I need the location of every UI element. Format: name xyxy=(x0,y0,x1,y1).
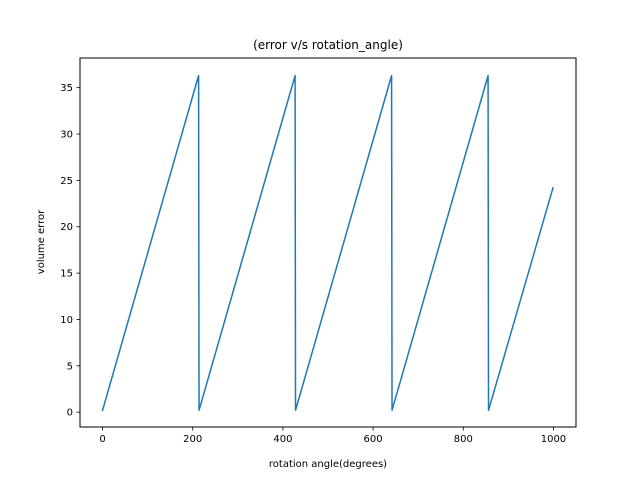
y-axis-ticks: 0 5 10 15 20 25 30 35 xyxy=(60,83,80,419)
x-tick-label: 200 xyxy=(183,434,202,445)
x-tick-label: 1000 xyxy=(541,434,566,445)
x-axis-label: rotation angle(degrees) xyxy=(269,459,387,470)
series-line-0 xyxy=(101,74,554,412)
y-tick-label: 30 xyxy=(60,130,73,141)
y-axis-label: volume error xyxy=(36,209,47,274)
x-axis-ticks: 0 200 400 600 800 1000 xyxy=(99,427,566,445)
plot-frame xyxy=(79,57,577,428)
y-tick-label: 25 xyxy=(60,176,73,187)
y-tick-label: 15 xyxy=(60,269,73,280)
plot-area xyxy=(79,57,577,428)
y-tick-label: 10 xyxy=(60,315,73,326)
chart-title: (error v/s rotation_angle) xyxy=(253,38,403,52)
y-tick-label: 35 xyxy=(60,83,73,94)
x-tick-label: 0 xyxy=(99,434,105,445)
x-tick-label: 600 xyxy=(364,434,383,445)
y-tick-label: 5 xyxy=(67,361,73,372)
y-tick-label: 0 xyxy=(67,408,73,419)
series-layer xyxy=(101,74,554,412)
x-tick-label: 800 xyxy=(454,434,473,445)
x-tick-label: 400 xyxy=(273,434,292,445)
y-tick-label: 20 xyxy=(60,222,73,233)
